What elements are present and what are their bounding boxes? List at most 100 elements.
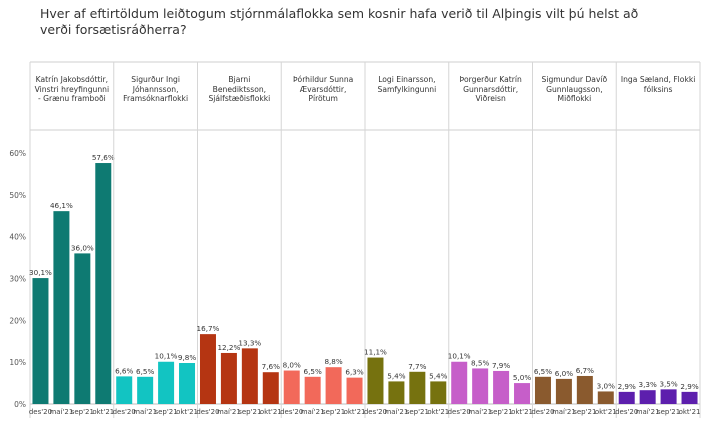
data-label: 10,1% [448,352,471,361]
x-tick-label: sep'21 [238,408,261,416]
data-label: 5,4% [387,371,405,380]
data-label: 5,4% [429,371,447,380]
data-label: 6,5% [304,367,322,376]
data-label: 9,8% [178,353,196,362]
bar [325,367,342,404]
panel-label: Bjarni Benediktsson, Sjálfstæðisflokki [208,75,271,103]
bar [199,334,216,404]
x-tick-label: des'20 [531,408,554,416]
bar [304,376,321,404]
x-tick-label: des'20 [113,408,136,416]
data-label: 7,6% [262,362,280,371]
x-tick-label: maí'21 [133,408,157,416]
bar [283,370,300,404]
bar [241,348,258,404]
bar [451,361,468,404]
y-tick-label: 40% [9,233,26,242]
data-label: 12,2% [217,343,240,352]
data-label: 11,1% [364,348,387,357]
panel-label: Logi Einarsson, Samfylkingunni [377,75,437,94]
bar [660,389,677,404]
data-label: 46,1% [50,201,73,210]
x-tick-label: maí'21 [301,408,325,416]
data-label: 6,5% [534,367,552,376]
panel-label: Þorgerður Katrín Gunnarsdóttir, Viðreisn [459,75,522,103]
panel-label: Þórhildur Sunna Ævarsdóttir, Pírötum [292,75,354,103]
data-label: 57,6% [92,153,115,162]
x-tick-label: sep'21 [154,408,177,416]
data-label: 3,0% [597,381,615,390]
data-label: 16,7% [197,324,220,333]
data-label: 7,9% [492,361,510,370]
data-label: 6,7% [576,366,594,375]
bar [555,378,572,404]
data-label: 8,0% [283,361,301,370]
x-tick-label: sep'21 [573,408,596,416]
x-tick-label: sep'21 [489,408,512,416]
x-tick-label: maí'21 [552,408,576,416]
x-tick-label: okt'21 [92,408,114,416]
y-tick-label: 60% [9,149,26,158]
bar [220,352,237,404]
bar [95,163,112,404]
data-label: 8,8% [324,357,342,366]
data-label: 2,9% [680,382,698,391]
data-label: 13,3% [238,338,261,347]
x-tick-label: sep'21 [657,408,680,416]
bar [681,391,698,404]
y-tick-label: 0% [14,400,26,409]
bar [388,381,405,404]
bar [74,253,91,404]
bar [179,363,196,404]
data-label: 3,3% [639,380,657,389]
bar [409,371,426,404]
data-label: 7,7% [408,362,426,371]
panel-label: Sigmundur Davíð Gunnlaugsson, Miðflokki [541,75,608,103]
data-label: 8,5% [471,358,489,367]
x-tick-label: okt'21 [176,408,198,416]
panel-label: Sigurður Ingi Jóhannsson, Framsóknarflok… [123,75,189,103]
x-tick-label: okt'21 [427,408,449,416]
bar [367,357,384,404]
bar [137,376,154,404]
y-tick-label: 30% [9,275,26,284]
x-tick-label: maí'21 [49,408,73,416]
x-tick-label: maí'21 [217,408,241,416]
x-tick-label: okt'21 [595,408,617,416]
data-label: 3,5% [659,379,677,388]
data-label: 6,0% [555,369,573,378]
bar [618,391,635,404]
bar [597,391,614,404]
bar [430,381,447,404]
panel-label: Katrín Jakobsdóttir, Vinstri hreyfingunn… [34,75,110,103]
bar [158,361,175,404]
x-tick-label: des'20 [280,408,303,416]
bar [53,211,70,404]
data-label: 36,0% [71,243,94,252]
data-label: 6,5% [136,367,154,376]
y-tick-label: 20% [9,316,26,325]
chart-title: Hver af eftirtöldum leiðtogum stjórnmála… [40,6,639,37]
bar [262,372,279,404]
x-tick-label: des'20 [29,408,52,416]
data-label: 5,0% [513,373,531,382]
panel-label: Inga Sæland, Flokki fólksins [620,75,696,94]
x-tick-label: sep'21 [406,408,429,416]
bar [472,368,489,404]
bar [32,278,49,404]
x-tick-label: des'20 [448,408,471,416]
bar [576,375,593,404]
x-tick-label: sep'21 [322,408,345,416]
bar [639,390,656,404]
bar [514,383,531,404]
x-tick-label: okt'21 [511,408,533,416]
bar [116,376,133,404]
x-tick-label: maí'21 [636,408,660,416]
bar [346,377,363,404]
data-label: 6,6% [115,366,133,375]
x-tick-label: maí'21 [468,408,492,416]
bar [493,370,510,404]
y-tick-label: 10% [9,358,26,367]
data-label: 6,3% [345,368,363,377]
